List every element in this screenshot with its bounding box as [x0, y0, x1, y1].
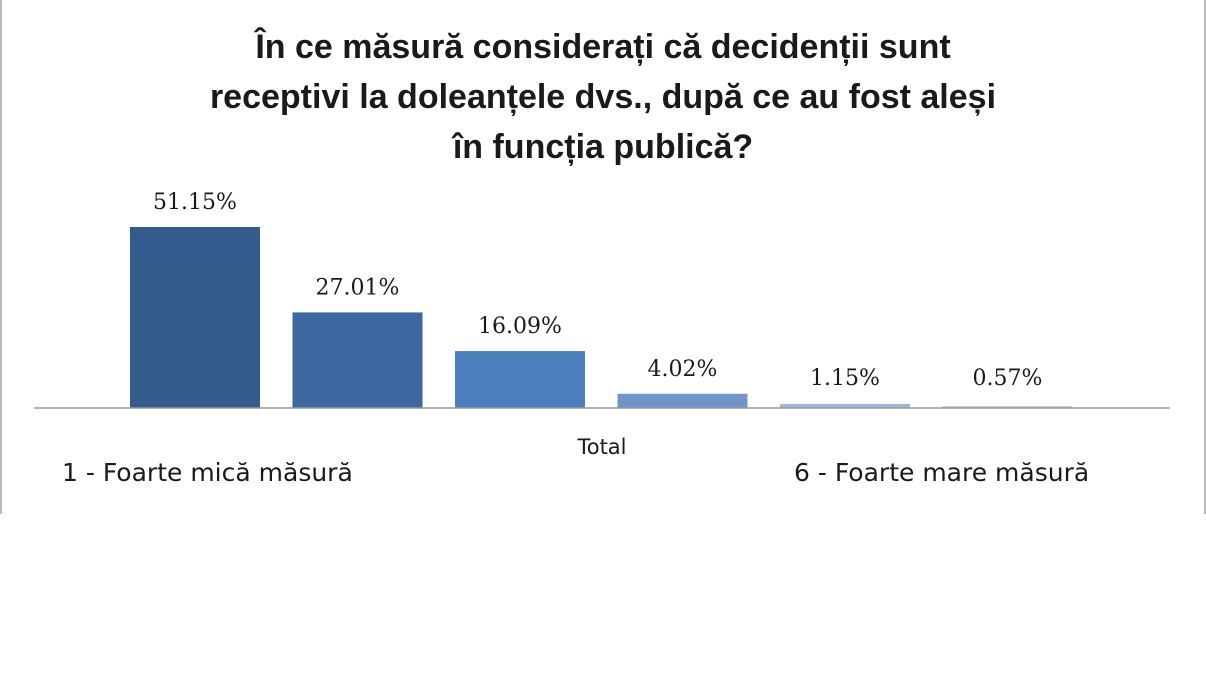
value-label-3: 16.09% — [478, 314, 562, 339]
value-label-1: 51.15% — [153, 190, 237, 215]
value-label-6: 0.57% — [973, 366, 1043, 391]
bar-5 — [780, 403, 910, 408]
scale-right-label: 6 - Foarte mare măsură — [794, 458, 1090, 487]
chart-title-line-1: În ce măsură considerați că decidenții s… — [255, 28, 951, 66]
chart-title-line-3: în funcția publică? — [452, 128, 754, 166]
value-labels-group: 51.15% 27.01% 16.09% 4.02% 1.15% 0.57% — [153, 190, 1042, 391]
bar-3 — [455, 351, 585, 408]
scale-left-label: 1 - Foarte mică măsură — [62, 458, 353, 487]
bar-4 — [617, 393, 748, 408]
value-label-2: 27.01% — [316, 275, 400, 300]
bar-chart: 51.15% 27.01% 16.09% 4.02% 1.15% 0.57% Total — [34, 190, 1170, 459]
chart-title-line-2: receptivi la doleanțele dvs., după ce au… — [209, 78, 997, 116]
chart-title: În ce măsură considerați că decidenții s… — [0, 22, 1206, 172]
category-label: Total — [576, 435, 626, 459]
bar-1 — [130, 227, 260, 408]
value-label-5: 1.15% — [810, 366, 880, 391]
chart-frame — [0, 0, 1206, 514]
bar-2 — [292, 312, 423, 408]
bar-6 — [942, 405, 1073, 408]
value-label-4: 4.02% — [648, 357, 718, 382]
bars-group — [130, 227, 1073, 408]
